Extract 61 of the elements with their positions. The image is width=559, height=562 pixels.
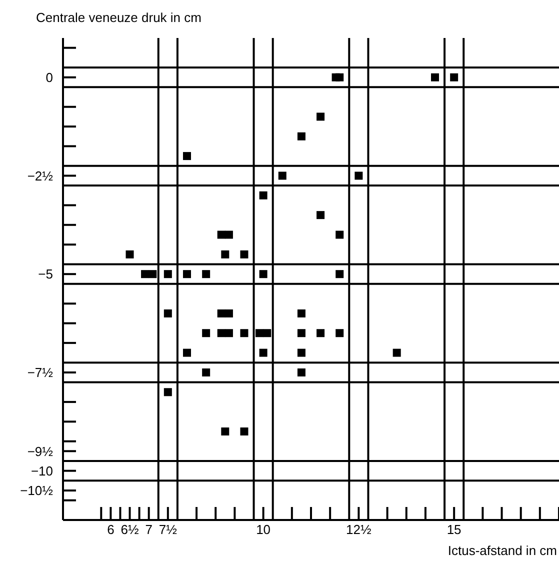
point [148, 270, 157, 278]
x-tick-label: 6 [107, 522, 114, 538]
point [263, 329, 272, 338]
point [221, 250, 230, 258]
point [240, 250, 248, 258]
point [431, 73, 439, 82]
point [224, 309, 233, 318]
point [354, 172, 363, 180]
y-tick-label: −10½ [20, 483, 54, 498]
point [240, 329, 248, 338]
point [297, 329, 306, 338]
point [336, 329, 344, 338]
point [240, 427, 248, 436]
point [217, 329, 226, 338]
x-axis-title: Ictus-afstand in cm [448, 543, 557, 558]
point [316, 112, 325, 121]
x-tick-label: 12½ [346, 522, 372, 538]
point [217, 230, 226, 239]
x-tick-label: 15 [446, 522, 462, 538]
point [126, 250, 134, 258]
point [278, 172, 286, 180]
point [297, 348, 306, 357]
x-tick-label: 7½ [158, 522, 178, 538]
point [316, 329, 325, 338]
point [183, 152, 191, 160]
y-tick-label: −9½ [27, 444, 54, 459]
x-tick-label: 7 [145, 522, 152, 538]
y-tick-label: −10 [30, 463, 53, 478]
point [164, 388, 172, 396]
y-axis-title: Centrale veneuze druk in cm [36, 10, 202, 25]
y-tick-label: −7½ [27, 365, 54, 380]
x-tick-label: 6½ [120, 522, 139, 538]
point [202, 329, 210, 338]
point [336, 270, 344, 278]
point [450, 73, 458, 82]
x-tick-label: 10 [256, 522, 271, 538]
point [336, 73, 344, 82]
y-tick-label: −5 [38, 266, 53, 282]
point [202, 368, 210, 376]
point [217, 309, 226, 318]
point [316, 211, 325, 220]
point [141, 270, 150, 278]
point [221, 427, 230, 436]
point [259, 348, 268, 357]
y-tick-label: −2½ [27, 168, 54, 184]
y-tick-label: 0 [46, 70, 53, 85]
point [202, 270, 210, 278]
point [255, 329, 264, 338]
point [392, 348, 401, 357]
point [259, 270, 268, 278]
point [183, 348, 191, 357]
point [297, 368, 306, 376]
point [297, 132, 306, 140]
point [164, 309, 172, 318]
point [336, 230, 344, 239]
point [183, 270, 191, 278]
point [224, 329, 233, 338]
point [224, 230, 233, 239]
point [164, 270, 172, 278]
point [297, 309, 306, 318]
point [259, 191, 268, 200]
